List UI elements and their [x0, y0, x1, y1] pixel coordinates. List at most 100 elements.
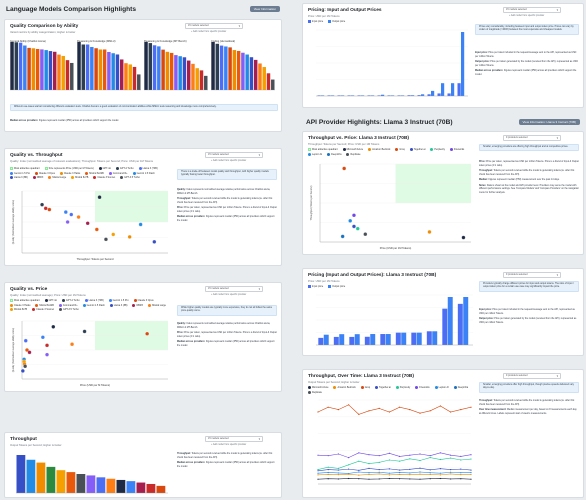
add-model-link[interactable]: + Add model from specific provider	[191, 31, 227, 33]
legend-item[interactable]: Microsoft Azure	[342, 148, 363, 151]
legend-item[interactable]: Fireworks	[415, 386, 430, 389]
qvt-models-select[interactable]: 15 models selected	[205, 152, 263, 158]
series-point	[450, 411, 452, 413]
legend-item[interactable]: Lepton AI	[434, 386, 449, 389]
legend-item[interactable]: GPT-4o	[44, 299, 57, 302]
legend-item[interactable]: Deepinfra	[453, 386, 468, 389]
scatter-point	[461, 235, 466, 240]
scatter-point	[63, 210, 68, 214]
legend-item[interactable]: Claude 3 Haiku	[10, 303, 30, 307]
view-provider-information-button[interactable]: View Information: Llama 3 Instruct (70B)	[518, 119, 580, 125]
legend-item[interactable]: Claude 3 Opus	[133, 299, 154, 302]
legend-item[interactable]: Mixtral 8x7B	[10, 308, 27, 311]
legend-item[interactable]: Llama 3 (70B)	[138, 167, 158, 170]
legend-item[interactable]: Output price	[328, 285, 345, 288]
scatter-point	[97, 195, 102, 200]
legend-item[interactable]: Amazon Bedrock	[368, 148, 390, 151]
legend-item[interactable]: GPT-3.5 Turbo	[58, 308, 79, 311]
legend-item[interactable]: Together.ai	[375, 386, 391, 389]
legend-item[interactable]: Gemini 1.5 Flash	[132, 171, 155, 175]
legend-item[interactable]: Perplexity	[395, 386, 410, 389]
legend-item[interactable]: Command R+	[58, 303, 78, 307]
scatter-point	[111, 232, 116, 237]
throughput-bar	[116, 479, 126, 493]
series-point	[460, 472, 462, 474]
providers-select[interactable]: 9 providers selected	[503, 135, 561, 141]
note-item: Notes: Data is shown at the model and AP…	[479, 185, 579, 196]
note-text: Price per token included in the request/…	[479, 309, 575, 315]
qvp-add-model-link[interactable]: + Add model from specific provider	[211, 294, 247, 296]
legend-item[interactable]: DBRX	[132, 303, 143, 307]
legend-item[interactable]: Gemini 1.5 Pro	[108, 299, 129, 302]
series-line	[317, 404, 472, 415]
legend-item[interactable]: Groq	[395, 148, 405, 151]
legend-item[interactable]: Mixtral 8x22B	[85, 171, 104, 175]
legend-item[interactable]: Input price	[308, 20, 323, 23]
qvt-notes: Quality: Index represents normalized ave…	[177, 189, 277, 225]
legend-item[interactable]: Llama 3 (8B)	[10, 176, 28, 179]
qvt-add-model-link[interactable]: + Add model from specific provider	[211, 160, 247, 162]
legend-item[interactable]: Groq	[360, 386, 370, 389]
series-point	[429, 478, 431, 480]
legend-item[interactable]: Microsoft Azure	[308, 386, 328, 389]
pricing-llama-providers-select[interactable]: 9 providers selected	[503, 272, 561, 278]
series-line	[317, 478, 472, 480]
legend-item[interactable]: Claude 3 Sonnet	[93, 176, 115, 179]
series-point	[327, 473, 329, 475]
legend-item[interactable]: Command R+	[108, 171, 128, 175]
legend-item[interactable]: Claude 3 Sonnet	[32, 308, 54, 311]
view-information-button[interactable]: View Information	[249, 6, 280, 12]
throughput-models-select[interactable]: 15 models selected	[205, 436, 263, 442]
legend-swatch	[308, 285, 311, 288]
models-select[interactable]: 15 models selected	[185, 23, 243, 29]
tot-info: Smaller, emerging providers offer high t…	[479, 382, 579, 393]
output-price-bar	[354, 334, 360, 345]
legend-swatch	[61, 299, 65, 302]
ability-bar	[266, 73, 271, 90]
legend-item[interactable]: Input price	[308, 285, 323, 288]
series-point	[419, 478, 421, 480]
legend-item[interactable]: Perplexity	[430, 148, 445, 151]
legend-item[interactable]: Together.ai	[409, 148, 425, 151]
legend-swatch	[449, 148, 453, 151]
legend-swatch	[93, 176, 97, 179]
legend-item[interactable]: Deepinfra	[327, 152, 341, 156]
legend-item[interactable]: GPT-3.5 Turbo	[120, 176, 140, 179]
legend-item[interactable]: Replicate	[308, 390, 322, 394]
legend-item[interactable]: Mistral Large	[48, 176, 66, 179]
legend-item[interactable]: Lepton AI	[308, 152, 322, 156]
tot-providers-select[interactable]: 9 providers selected	[503, 373, 561, 379]
note-label: Price:	[177, 207, 184, 209]
pricing-models-select[interactable]: 15 models selected	[503, 7, 561, 13]
legend-item[interactable]: Replicate	[346, 152, 360, 156]
legend-item[interactable]: Claude 3 Haiku	[59, 171, 80, 175]
ability-bar	[94, 48, 98, 90]
legend-item[interactable]: Amazon Bedrock	[333, 386, 356, 389]
x-axis-label: Price (USD per 1M Tokens)	[380, 246, 412, 250]
legend-item[interactable]: Mistral Large	[148, 303, 166, 307]
legend-item[interactable]: Claude 3 Opus	[34, 171, 55, 175]
pricing-add-model-link[interactable]: + Add model from specific provider	[509, 15, 545, 17]
legend-item[interactable]: Llama 3 (8B)	[109, 303, 127, 307]
note-label: Notes:	[479, 184, 487, 187]
legend-item[interactable]: DBRX	[32, 176, 43, 179]
legend-item[interactable]: GPT-4 Turbo	[61, 299, 80, 302]
legend-item[interactable]: Llama 3 (70B)	[84, 299, 104, 302]
series-point	[409, 454, 411, 456]
legend-item[interactable]: GPT-4 Turbo	[115, 167, 134, 170]
legend-item[interactable]: GPT-4o	[98, 167, 111, 170]
pricing-subtitle: Price: USD per 1M Tokens	[308, 15, 340, 18]
ability-bar	[241, 52, 245, 90]
legend-swatch	[84, 299, 88, 302]
legend-item[interactable]: Mixtral 8x22B	[35, 303, 54, 307]
legend-item[interactable]: Gemini 1.5 Pro	[10, 171, 30, 175]
legend-swatch	[138, 167, 142, 170]
legend-item[interactable]: Mixtral 8x7B	[71, 176, 88, 179]
qvp-models-select[interactable]: 15 models selected	[205, 286, 263, 292]
note-text: Price per token generated by the model (…	[479, 318, 577, 324]
series-point	[439, 458, 441, 461]
legend-item[interactable]: Gemini 1.5 Flash	[82, 303, 105, 307]
legend-item[interactable]: Output price	[328, 20, 345, 23]
throughput-add-model-link[interactable]: + Add model from specific provider	[211, 444, 247, 446]
legend-item[interactable]: Fireworks	[449, 148, 464, 151]
